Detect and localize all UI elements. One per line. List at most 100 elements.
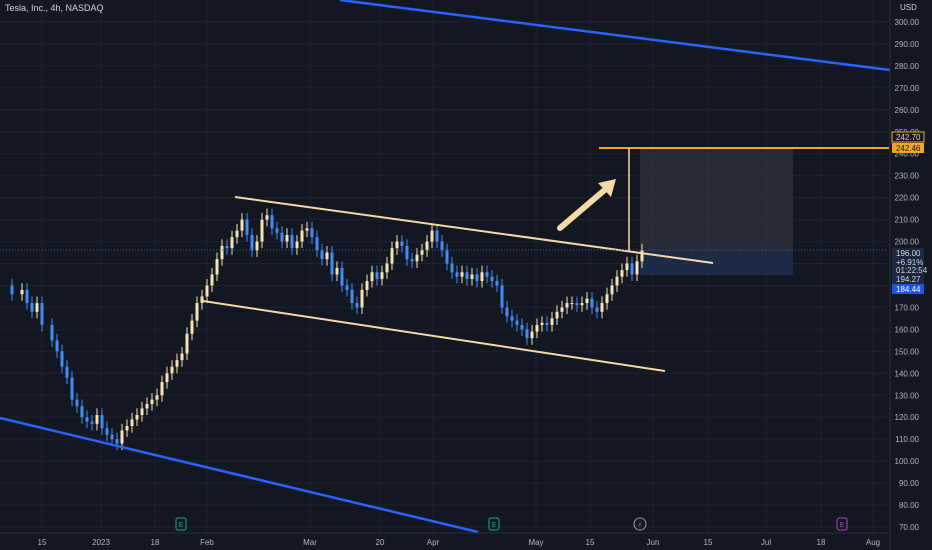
price-label-box — [892, 284, 924, 294]
candle-body — [130, 419, 134, 426]
time-tick-label: 15 — [586, 538, 595, 547]
candle-body — [560, 307, 564, 312]
candle-body — [615, 276, 619, 286]
time-tick-label: 2023 — [92, 538, 110, 547]
price-label: 242.46 — [896, 144, 921, 153]
candle-body — [115, 439, 119, 444]
time-tick-label: 20 — [376, 538, 385, 547]
candle-body — [355, 303, 359, 308]
price-tick-label: 110.00 — [895, 435, 919, 444]
upside-arrow-head — [598, 179, 616, 197]
candle-body — [310, 228, 314, 238]
time-tick-label: Aug — [866, 538, 880, 547]
candle-body — [360, 289, 364, 308]
candle-body — [555, 311, 559, 319]
price-label-box — [892, 257, 924, 267]
price-tick-label: 100.00 — [895, 457, 920, 466]
candle-body — [80, 406, 84, 418]
candle-body — [75, 399, 79, 407]
candle-body — [385, 263, 389, 273]
candle-body — [365, 281, 369, 290]
price-tick-label: 260.00 — [895, 106, 920, 115]
candle-body — [295, 241, 299, 249]
candle-body — [335, 267, 339, 275]
candle-body — [580, 303, 584, 306]
candle-body — [110, 434, 114, 440]
price-tick-label: 170.00 — [895, 303, 920, 312]
candle-body — [60, 351, 64, 367]
candle-body — [240, 219, 244, 231]
candle-body — [55, 340, 59, 352]
candle-body — [65, 366, 69, 378]
currency-label: USD — [900, 3, 917, 12]
candle-body — [140, 408, 144, 416]
candle-body — [430, 230, 434, 242]
candle-body — [315, 237, 319, 251]
candle-body — [255, 241, 259, 251]
lower-wedge-line — [202, 300, 666, 372]
upside-arrow-shaft — [557, 185, 610, 231]
time-tick-label: 18 — [817, 538, 826, 547]
price-label: 196.00 — [896, 249, 921, 258]
time-tick-label: Apr — [427, 538, 440, 547]
candle-body — [205, 285, 209, 297]
candle-body — [435, 230, 439, 242]
price-label-box — [891, 131, 925, 143]
candle-body — [275, 228, 279, 233]
candle-body — [515, 320, 519, 325]
candle-body — [330, 252, 334, 275]
candle-body — [235, 230, 239, 238]
candle-body — [155, 395, 159, 400]
candle-body — [440, 241, 444, 251]
price-label-box — [892, 274, 924, 284]
candle-body — [415, 254, 419, 262]
candle-body — [550, 318, 554, 325]
candle-body — [35, 303, 39, 312]
candle-body — [475, 274, 479, 282]
candle-body — [320, 250, 324, 260]
candle-body — [215, 259, 219, 275]
candle-body — [420, 250, 424, 255]
candle-body — [325, 252, 329, 260]
upper-wedge-line — [234, 196, 714, 264]
earnings-marker — [836, 517, 848, 531]
candle-body — [530, 331, 534, 339]
candle-body — [225, 245, 229, 249]
dividend-marker — [633, 517, 647, 531]
event-marker-label: ⚡ — [638, 521, 643, 529]
earnings-marker — [488, 517, 500, 531]
price-tick-label: 280.00 — [895, 62, 920, 71]
candle-body — [160, 382, 164, 396]
price-tick-label: 120.00 — [895, 413, 920, 422]
time-tick-label: May — [528, 538, 543, 547]
candle-body — [145, 404, 149, 409]
candle-body — [405, 245, 409, 260]
candle-body — [260, 219, 264, 242]
candle-body — [10, 285, 14, 295]
candle-body — [25, 289, 29, 304]
candle-body — [70, 377, 74, 400]
price-label: 242.70 — [896, 133, 921, 142]
price-tick-label: 160.00 — [895, 325, 920, 334]
price-tick-label: 150.00 — [895, 347, 920, 356]
candle-body — [105, 428, 109, 435]
candle-body — [195, 303, 199, 321]
price-tick-label: 80.00 — [899, 501, 920, 510]
candle-body — [190, 320, 194, 334]
price-label-box — [892, 265, 924, 275]
price-tick-label: 220.00 — [895, 194, 920, 203]
candle-body — [375, 272, 379, 279]
price-tick-label: 200.00 — [895, 238, 920, 247]
price-label: +6.91% — [896, 258, 923, 267]
candle-body — [345, 285, 349, 290]
candle-body — [370, 272, 374, 282]
upper-channel-line — [339, 0, 891, 72]
time-tick-label: Jul — [761, 538, 771, 547]
candle-body — [565, 303, 569, 308]
candle-body — [585, 298, 589, 304]
candle-body — [270, 215, 274, 229]
candle-body — [465, 272, 469, 279]
event-marker-label: E — [179, 521, 183, 529]
candle-body — [410, 259, 414, 262]
